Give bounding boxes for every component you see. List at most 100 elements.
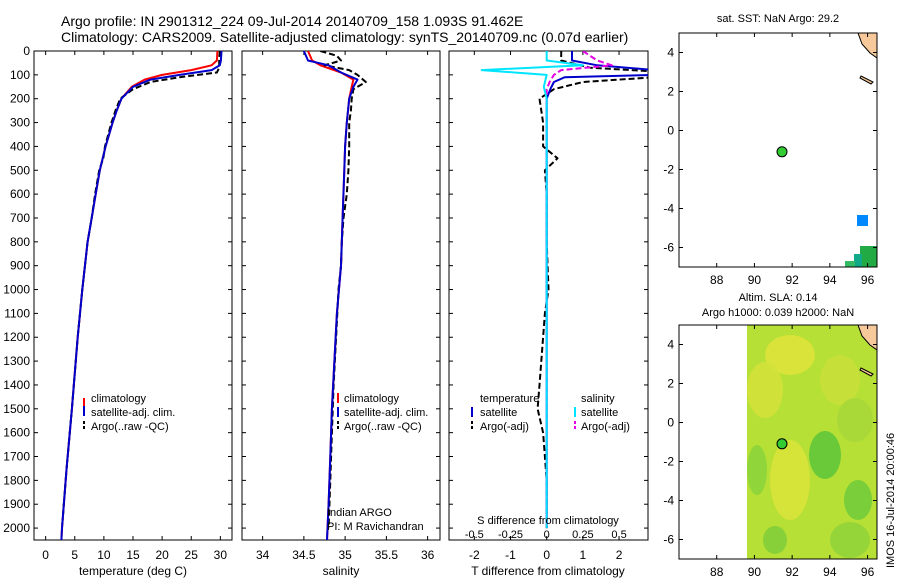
salinity-x-label: salinity: [323, 564, 360, 578]
temperature-panel: 0100200300400500600700800900100011001200…: [3, 44, 233, 578]
s-diff-tick-label: -0.25: [498, 529, 523, 541]
t-argo-diff-line: [536, 51, 648, 529]
x-tick-label: 0: [42, 548, 49, 562]
sla-blob: [844, 480, 872, 520]
depth-tick-label: 900: [10, 259, 30, 273]
lat-tick-label: 4: [667, 338, 674, 352]
x-tick-label: 5: [71, 548, 78, 562]
depth-tick-label: 300: [10, 116, 30, 130]
sst-map-axes: 88 90 92 94 96 4 2 0 -2 -4 -6: [663, 33, 877, 287]
salinity-legend: climatology satellite-adj. clim. Argo(..…: [337, 393, 428, 433]
x-tick-label: 30: [214, 548, 228, 562]
depth-tick-label: 600: [10, 187, 30, 201]
sst-cell: [860, 246, 877, 267]
lat-tick-label: -6: [663, 533, 674, 547]
x-tick-label: 1: [580, 548, 587, 562]
depth-tick-label: 2000: [3, 521, 30, 535]
s-diff-tick-label: -0.5: [465, 529, 484, 541]
x-tick-label: 2: [616, 548, 623, 562]
sla-map-content: [747, 325, 877, 559]
legend-argo-label: Argo(..raw -QC): [344, 421, 422, 433]
float-position-marker: [776, 146, 788, 158]
sla-blob: [809, 431, 841, 479]
sst-map-title: sat. SST: NaN Argo: 29.2: [717, 13, 839, 25]
legend-salinity-title: salinity: [581, 393, 615, 405]
lat-tick-label: 0: [667, 416, 674, 430]
salinity-lines: [302, 51, 367, 540]
lon-tick-label: 96: [861, 273, 875, 287]
legend-s-satellite-label: satellite: [581, 407, 618, 419]
difference-depth-ticks: [449, 50, 648, 529]
temperature-x-label: temperature (deg C): [79, 564, 187, 578]
difference-legend: temperature satellite Argo(-adj) salinit…: [471, 393, 630, 433]
sst-cell: [857, 215, 868, 226]
sla-map-title-1: Altim. SLA: 0.14: [739, 292, 818, 304]
s-diff-tick-label: 0.25: [572, 529, 593, 541]
sla-blob: [770, 440, 810, 520]
temperature-axes-frame: [33, 50, 233, 541]
timestamp-stamp: IMOS 16-Jul-2014 20:00:46: [885, 433, 897, 568]
institution-label: Indian ARGO: [327, 507, 392, 519]
depth-tick-label: 1200: [3, 330, 30, 344]
lat-tick-label: 4: [667, 46, 674, 60]
t-difference-label: T difference from climatology: [471, 564, 625, 578]
depth-tick-label: 400: [10, 139, 30, 153]
sla-map-panel: Altim. SLA: 0.14 Argo h1000: 0.039 h2000…: [663, 292, 878, 579]
depth-tick-label: 500: [10, 163, 30, 177]
difference-panel: -2 -1 0 1 2 temperature satellite Argo(-adj)…: [448, 50, 649, 578]
x-tick-label: 35: [338, 548, 352, 562]
lon-tick-label: 92: [785, 565, 799, 579]
lat-tick-label: -2: [663, 163, 674, 177]
lon-tick-label: 94: [823, 273, 837, 287]
satellite-adj-line: [302, 51, 359, 540]
lat-tick-label: 2: [667, 377, 674, 391]
lon-tick-label: 94: [823, 565, 837, 579]
legend-t-satellite-label: satellite: [480, 407, 517, 419]
land-patch: [857, 33, 877, 59]
salinity-x-axis: 34 34.5 35 35.5 36: [256, 51, 435, 562]
depth-tick-label: 1600: [3, 426, 30, 440]
lon-tick-label: 92: [785, 273, 799, 287]
depth-tick-label: 1700: [3, 450, 30, 464]
s-diff-tick-label: 0: [544, 529, 550, 541]
salinity-panel: 34 34.5 35 35.5 36 climatology satellite-adj…: [241, 50, 441, 578]
salinity-difference-ticks: -0.5 -0.25 0 0.25 0.5: [465, 529, 627, 541]
sst-map-panel: sat. SST: NaN Argo: 29.2 88 90 92 94 96 4 2 0 -2…: [663, 13, 878, 287]
sst-cell: [854, 254, 862, 267]
depth-tick-label: 1000: [3, 283, 30, 297]
x-tick-label: 36: [421, 548, 435, 562]
sla-blob: [747, 445, 767, 495]
sla-map-frame: [678, 324, 878, 560]
land-patch: [857, 325, 877, 351]
sst-cell: [845, 261, 855, 267]
salinity-depth-ticks: [242, 50, 440, 529]
depth-tick-label: 1800: [3, 473, 30, 487]
difference-axes-frame: [448, 50, 649, 541]
title-line-2: Climatology: CARS2009. Satellite-adjuste…: [61, 29, 628, 45]
x-tick-label: 25: [185, 548, 199, 562]
x-tick-label: 35.5: [375, 548, 399, 562]
temperature-legend: climatology satellite-adj. clim. Argo(..…: [83, 393, 175, 433]
x-tick-label: 20: [155, 548, 169, 562]
depth-tick-label: 1400: [3, 378, 30, 392]
depth-tick-label: 1300: [3, 354, 30, 368]
argo-line: [320, 51, 367, 529]
legend-s-argo-label: Argo(-adj): [581, 421, 630, 433]
legend-t-argo-label: Argo(-adj): [480, 421, 529, 433]
depth-axis: 0 100 200 300 400 500 600 700 800 900 1000 1100 1200…: [3, 44, 232, 535]
legend-argo-label: Argo(..raw -QC): [91, 421, 169, 433]
lat-tick-label: -4: [663, 202, 674, 216]
legend-satellite-label: satellite-adj. clim.: [91, 407, 175, 419]
island-patch: [859, 75, 874, 85]
island-patch: [859, 367, 874, 377]
depth-tick-label: 700: [10, 211, 30, 225]
legend-climatology-label: climatology: [91, 393, 147, 405]
lon-tick-label: 96: [861, 565, 875, 579]
salinity-axes-frame: [241, 50, 441, 541]
depth-tick-label: 1500: [3, 402, 30, 416]
sla-map-axes: 88 90 92 94 96 4 2 0 -2 -4 -6: [663, 325, 877, 579]
s-argo-diff-line: [545, 51, 613, 529]
sla-blob: [830, 522, 870, 558]
sla-map-title-2: Argo h1000: 0.039 h2000: NaN: [702, 307, 854, 319]
